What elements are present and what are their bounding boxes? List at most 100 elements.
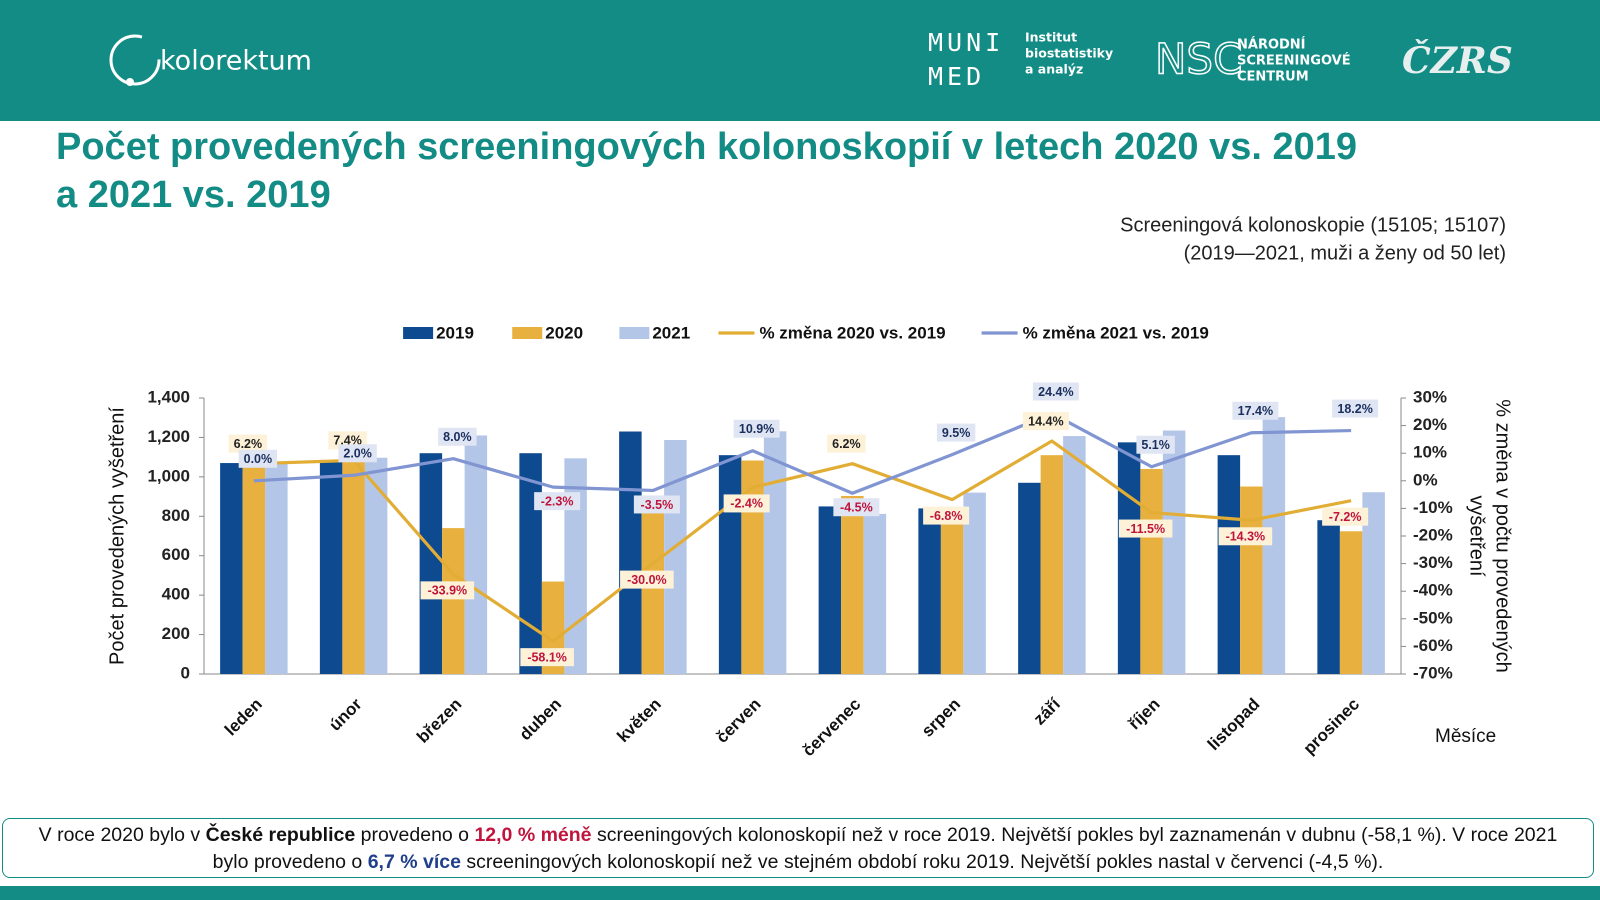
y2-tick-label: -20% [1413, 525, 1453, 544]
y-tick-label: 600 [162, 545, 190, 564]
data-label: 8.0% [443, 430, 472, 444]
legend-label: % změna 2021 vs. 2019 [1023, 323, 1209, 342]
data-label: -33.9% [428, 584, 468, 598]
bar [1317, 520, 1340, 674]
institute-line: a analýz [1025, 62, 1083, 77]
institute-line: Institut [1025, 30, 1077, 45]
data-label: -3.5% [641, 498, 674, 512]
x-tick-label: říjen [1125, 695, 1164, 734]
y2-axis-label: % změna v počtu provedených [1492, 399, 1514, 673]
subtitle: Screeningová kolonoskopie (15105; 15107) [1120, 214, 1506, 236]
data-label-bg [1332, 399, 1379, 418]
nsc-logo: NSC [1155, 35, 1242, 84]
summary-box: V roce 2020 bylo v České republice prove… [2, 818, 1594, 878]
data-label-bg [438, 427, 477, 446]
title: a 2021 vs. 2019 [56, 174, 331, 216]
legend-label: % změna 2020 vs. 2019 [759, 323, 945, 342]
bar [641, 504, 665, 674]
x-tick-label: únor [325, 694, 365, 734]
bar [1040, 455, 1064, 674]
bar [763, 431, 787, 674]
summary-bold: České republice [205, 824, 356, 846]
data-label-bg [238, 449, 278, 468]
data-label: 7.4% [333, 434, 362, 448]
nsc-line: NÁRODNÍ [1237, 37, 1306, 53]
y2-tick-label: -30% [1413, 553, 1453, 572]
bar [841, 495, 864, 674]
data-label: 14.4% [1028, 414, 1063, 428]
y2-tick-label: 30% [1413, 387, 1447, 406]
y-tick-label: 1,200 [147, 427, 190, 446]
y2-tick-label: -70% [1413, 663, 1453, 682]
data-label-bg [733, 419, 780, 438]
bar [519, 453, 542, 674]
x-tick-label: duben [516, 695, 565, 744]
x-tick-label: červen [712, 695, 764, 747]
bar [319, 462, 343, 674]
med: MED [928, 62, 985, 91]
data-label: -2.4% [730, 497, 763, 511]
data-label: 10.9% [739, 422, 774, 436]
bar [818, 506, 842, 674]
data-label: 6.2% [234, 437, 263, 451]
data-label: 6.2% [832, 437, 861, 451]
bar [664, 439, 687, 674]
subtitle: (2019—2021, muži a ženy od 50 let) [1184, 242, 1506, 264]
x-tick-label: červenec [799, 695, 865, 761]
data-label: 5.1% [1141, 438, 1170, 452]
y2-tick-label: 20% [1413, 415, 1447, 434]
bar [265, 463, 288, 674]
legend-swatch [512, 327, 543, 339]
data-label: 24.4% [1038, 385, 1073, 399]
data-label-bg [1232, 401, 1279, 420]
data-label-bg [420, 581, 475, 600]
data-label: -11.5% [1126, 522, 1165, 536]
data-label-bg [520, 648, 574, 667]
data-label: 2.0% [343, 447, 372, 461]
data-label: 17.4% [1238, 404, 1273, 418]
y-tick-label: 200 [162, 624, 190, 643]
data-label-bg [633, 495, 680, 514]
summary-highlight: 6,7 % více [367, 851, 461, 873]
y-axis-label: Počet provedených vyšetření [106, 407, 128, 665]
data-label-bg [1322, 507, 1369, 526]
data-label: 18.2% [1337, 402, 1372, 416]
data-label-bg [228, 434, 268, 453]
data-label: -7.2% [1329, 510, 1362, 524]
bar [220, 463, 243, 674]
data-label: -4.5% [840, 501, 873, 515]
brand-dot [126, 78, 134, 86]
brand-icon [109, 34, 161, 86]
line [253, 411, 1352, 495]
legend-swatch [403, 327, 434, 339]
x-tick-label: září [1030, 694, 1065, 729]
title: Počet provedených screeningových kolonos… [56, 126, 1357, 168]
bar [442, 528, 465, 674]
summary-highlight: 12,0 % méně [474, 824, 592, 846]
data-label-bg [1022, 412, 1069, 431]
y2-axis-label: vyšetření [1466, 495, 1488, 577]
y2-tick-label: 0% [1413, 470, 1438, 489]
czrs-logo: ČZRS [1402, 40, 1513, 82]
bar [1162, 430, 1186, 674]
summary-text: screeningových kolonoskopií než v roce 2… [212, 824, 1558, 873]
data-label-bg [1218, 527, 1273, 546]
bar [1362, 492, 1385, 674]
footer-band [0, 886, 1600, 900]
data-label-bg [936, 423, 976, 442]
data-label: -2.3% [541, 494, 574, 508]
summary-text: V roce 2020 bylo v [38, 824, 206, 846]
bar [1339, 531, 1363, 674]
x-axis-label: Měsíce [1435, 726, 1496, 747]
bar [564, 458, 587, 674]
summary-text: provedeno o [355, 824, 475, 846]
muni: MUNI [928, 28, 1004, 57]
bar [918, 508, 941, 674]
data-label: -58.1% [527, 650, 567, 664]
legend-swatch [619, 327, 650, 339]
bar [1262, 417, 1286, 674]
bar [1240, 486, 1263, 674]
bar [1140, 468, 1163, 674]
